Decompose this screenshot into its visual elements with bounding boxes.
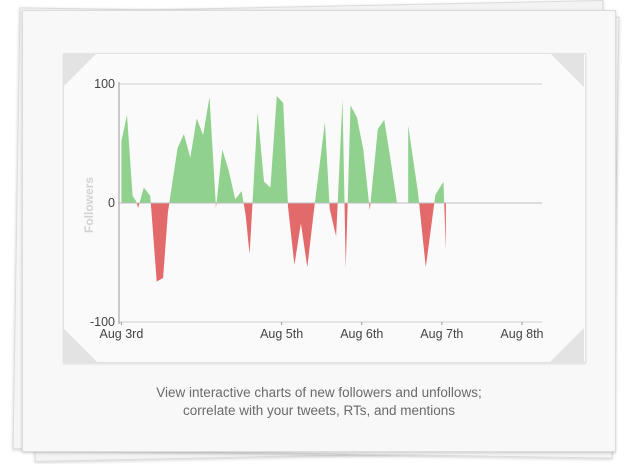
x-tick-label: Aug 5th <box>260 327 303 341</box>
gain-area-2[interactable] <box>139 187 151 204</box>
loss-area-7[interactable] <box>243 203 253 255</box>
y-tick-label: -100 <box>90 315 115 329</box>
caption-line-1: View interactive charts of new followers… <box>156 385 482 400</box>
gain-area-16[interactable] <box>370 119 398 203</box>
photo-corner-bottom-left <box>63 328 97 362</box>
gain-area-8[interactable] <box>252 95 288 203</box>
x-tick-label: Aug 7th <box>420 327 463 341</box>
gain-area-4[interactable] <box>169 97 216 203</box>
photo-corner-bottom-right <box>550 328 584 362</box>
photo-corner-top-left <box>63 53 97 87</box>
loss-area-13[interactable] <box>344 203 348 269</box>
gain-area-12[interactable] <box>337 99 345 204</box>
y-tick-label: 100 <box>94 77 115 91</box>
gain-area-19[interactable] <box>434 181 445 203</box>
y-tick-label: 0 <box>108 196 115 210</box>
x-tick-label: Aug 8th <box>500 327 543 341</box>
loss-area-5[interactable] <box>215 203 217 208</box>
y-axis-title: Followers <box>82 177 96 233</box>
x-tick-label: Aug 3rd <box>100 327 144 341</box>
loss-area-15[interactable] <box>369 203 371 211</box>
gain-area-14[interactable] <box>347 105 369 203</box>
loss-area-9[interactable] <box>287 203 315 268</box>
photo-corner-top-right <box>550 53 584 87</box>
loss-area-1[interactable] <box>136 203 140 208</box>
gain-area-10[interactable] <box>314 122 330 203</box>
chart-photo-frame <box>63 53 586 363</box>
x-tick-label: Aug 6th <box>340 327 383 341</box>
loss-area-18[interactable] <box>419 203 435 268</box>
gain-area-6[interactable] <box>216 149 244 204</box>
loss-area-20[interactable] <box>444 203 446 251</box>
gain-area-0[interactable] <box>121 114 137 203</box>
loss-area-3[interactable] <box>150 203 170 282</box>
loss-area-11[interactable] <box>329 203 338 237</box>
gain-area-17[interactable] <box>408 125 420 203</box>
caption-line-2: correlate with your tweets, RTs, and men… <box>182 403 456 418</box>
